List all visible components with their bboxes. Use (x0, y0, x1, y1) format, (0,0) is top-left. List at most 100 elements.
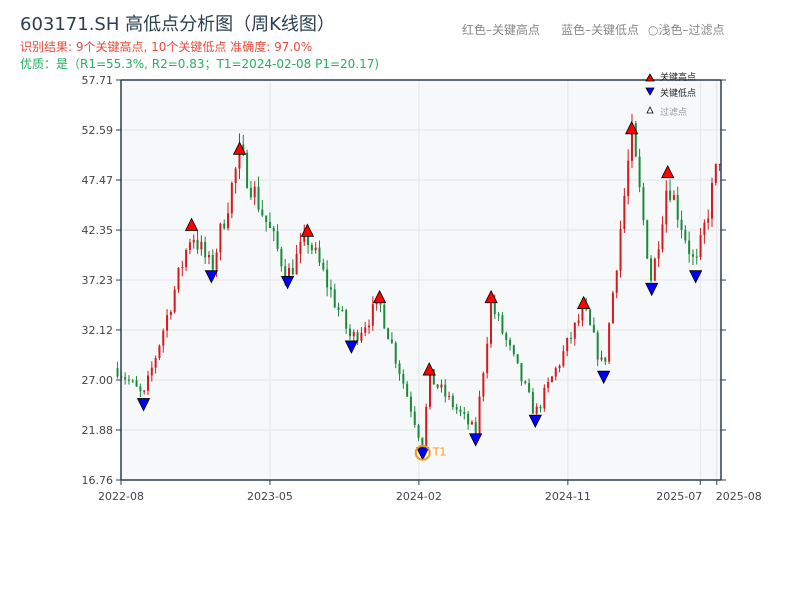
candle-body (394, 342, 397, 364)
candle-body (196, 239, 199, 250)
candle-body (619, 229, 622, 271)
key-low-marker (136, 398, 151, 412)
candle-body (638, 156, 641, 188)
candle-body (219, 223, 222, 253)
candle-body (436, 384, 439, 388)
candle-body (387, 328, 390, 340)
candle-body (497, 314, 500, 316)
candle-body (657, 249, 660, 259)
candle-body (688, 240, 691, 255)
candle-body (204, 241, 207, 258)
candle-body (348, 328, 351, 337)
key-high-marker (422, 362, 436, 376)
key-high-marker (300, 223, 315, 237)
candle-body (417, 425, 420, 438)
key-high-marker (576, 295, 591, 310)
key-low-marker (344, 340, 359, 354)
candle-body (413, 411, 416, 426)
candle-body (169, 312, 172, 316)
candle-body (131, 380, 134, 382)
candle-body (139, 386, 142, 392)
candle-body (432, 369, 435, 385)
candle-body (539, 406, 542, 409)
t1-label: T1 (432, 446, 447, 459)
legend-high-icon (645, 73, 655, 82)
y-tick-label: 32.12 (82, 324, 114, 337)
candle-body (531, 392, 534, 414)
x-tick-label: 2024-02 (396, 490, 442, 503)
candle-body (459, 409, 462, 412)
x-tick-label: 2025-08 (716, 490, 762, 503)
candle-body (371, 304, 374, 326)
candle-body (592, 324, 595, 333)
candle-body (672, 195, 675, 200)
candle-body (345, 310, 348, 329)
candle-body (268, 222, 271, 228)
candle-body (173, 289, 176, 313)
candle-body (310, 245, 313, 251)
candle-body (528, 383, 531, 393)
candle-body (512, 345, 515, 355)
candle-body (524, 381, 527, 384)
candle-body (158, 345, 161, 358)
key-high-marker (372, 289, 387, 304)
candle-body (360, 332, 363, 341)
candle-body (207, 255, 210, 258)
candle-body (185, 249, 188, 268)
candle-body (463, 411, 466, 414)
key-low-marker (597, 370, 611, 385)
legend-text-red: 红色–关键高点 (462, 23, 541, 37)
candle-body (425, 406, 428, 450)
candle-body (600, 357, 603, 360)
y-tick-label: 21.88 (82, 424, 114, 437)
key-high-marker (484, 289, 498, 304)
candle-body (623, 195, 626, 230)
candle-body (707, 218, 710, 223)
candle-body (265, 215, 268, 223)
candle-body (455, 407, 458, 410)
candle-body (451, 395, 454, 408)
candle-body (448, 395, 451, 397)
candle-body (661, 224, 664, 250)
legend-text-filtered: ○浅色–过滤点 (648, 23, 725, 37)
candle-body (596, 332, 599, 360)
candle-body (554, 368, 557, 377)
key-low-marker (280, 276, 295, 290)
legend-low-label: 关键低点 (660, 87, 696, 99)
candle-body (402, 374, 405, 384)
candle-body (242, 144, 245, 153)
y-tick-label: 47.47 (82, 174, 114, 187)
candle-body (474, 422, 477, 434)
candle-body (272, 227, 275, 232)
candle-body (493, 301, 496, 315)
candle-body (505, 333, 508, 340)
candle-body (630, 123, 633, 161)
candle-body (223, 223, 226, 229)
candle-body (337, 307, 340, 311)
candle-body (215, 252, 218, 270)
key-high-marker (232, 141, 247, 155)
candle-body (550, 376, 553, 383)
key-low-marker (416, 447, 430, 461)
candle-body (314, 247, 317, 251)
x-tick-label: 2025-07 (656, 490, 702, 503)
candle-body (276, 231, 279, 249)
candle-body (135, 380, 138, 387)
candle-body (318, 247, 321, 263)
candle-body (680, 219, 683, 230)
candle-body (566, 337, 569, 352)
candle-body (188, 242, 191, 250)
candle-body (143, 390, 146, 392)
candle-body (368, 325, 371, 328)
candle-body (390, 339, 393, 343)
candle-body (444, 384, 447, 397)
key-high-marker (625, 120, 639, 135)
candle-body (124, 377, 127, 380)
candle-body (573, 322, 576, 339)
candle-body (695, 256, 698, 258)
candle-body (356, 332, 359, 341)
candle-body (482, 373, 485, 397)
candle-body (409, 396, 412, 412)
candle-body (127, 379, 130, 381)
